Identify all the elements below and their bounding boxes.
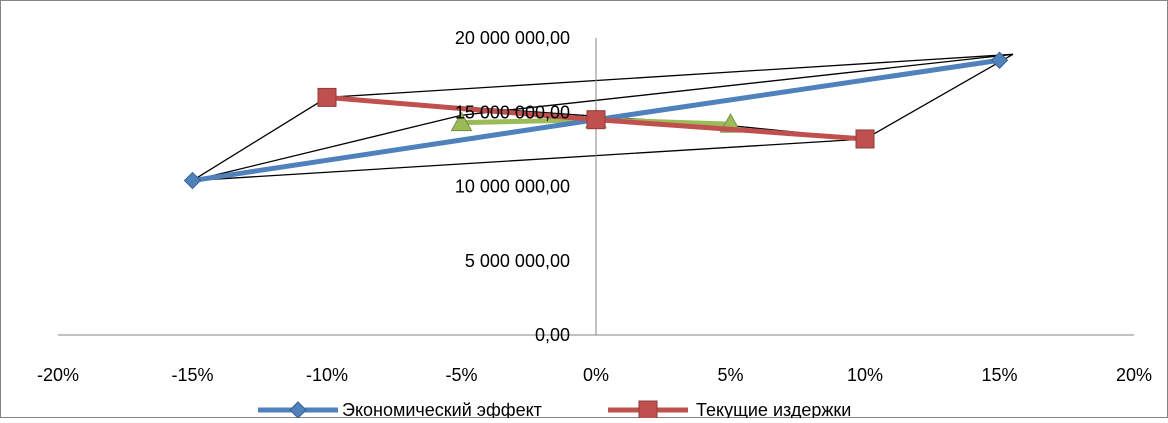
- legend-label: Экономический эффект: [342, 400, 542, 418]
- x-tick-label: 20%: [1116, 365, 1152, 385]
- data-point-1-3: [990, 51, 1009, 69]
- x-tick-label: -20%: [37, 365, 79, 385]
- series-2: [317, 87, 875, 149]
- x-tick-label: -5%: [445, 365, 477, 385]
- x-tick-label: -15%: [171, 365, 213, 385]
- data-point-2-1: [317, 87, 337, 107]
- legend: Экономический эффект Текущие издержки: [258, 400, 851, 420]
- x-tick-label: 5%: [717, 365, 743, 385]
- x-tick-label: 15%: [981, 365, 1017, 385]
- y-tick-label: 20 000 000,00: [455, 28, 570, 48]
- y-tick-label: 10 000 000,00: [455, 177, 570, 197]
- legend-label: Текущие издержки: [696, 400, 851, 418]
- data-point-3-1: [450, 111, 473, 132]
- x-tick-label: -10%: [306, 365, 348, 385]
- legend-swatch-marker: [638, 400, 658, 420]
- y-tick-label: 15 000 000,00: [455, 102, 570, 122]
- series-layer: [183, 51, 1009, 190]
- tick-label-layer: -20% -15% -10% -5% 0% 5% 10% 15% 20% 0,00 5 000 00…: [37, 28, 1152, 385]
- y-tick-label: 5 000 000,00: [465, 251, 570, 271]
- axes-layer: [58, 38, 1134, 336]
- legend-item-1: Экономический эффект: [258, 400, 542, 420]
- data-point-2-2: [586, 110, 606, 130]
- data-point-1-1: [183, 171, 202, 190]
- x-tick-label: 10%: [847, 365, 883, 385]
- legend-item-2: Текущие издержки: [608, 400, 851, 420]
- data-point-2-3: [855, 129, 875, 149]
- y-tick-label: 0,00: [535, 325, 570, 345]
- x-tick-label: 0%: [583, 365, 609, 385]
